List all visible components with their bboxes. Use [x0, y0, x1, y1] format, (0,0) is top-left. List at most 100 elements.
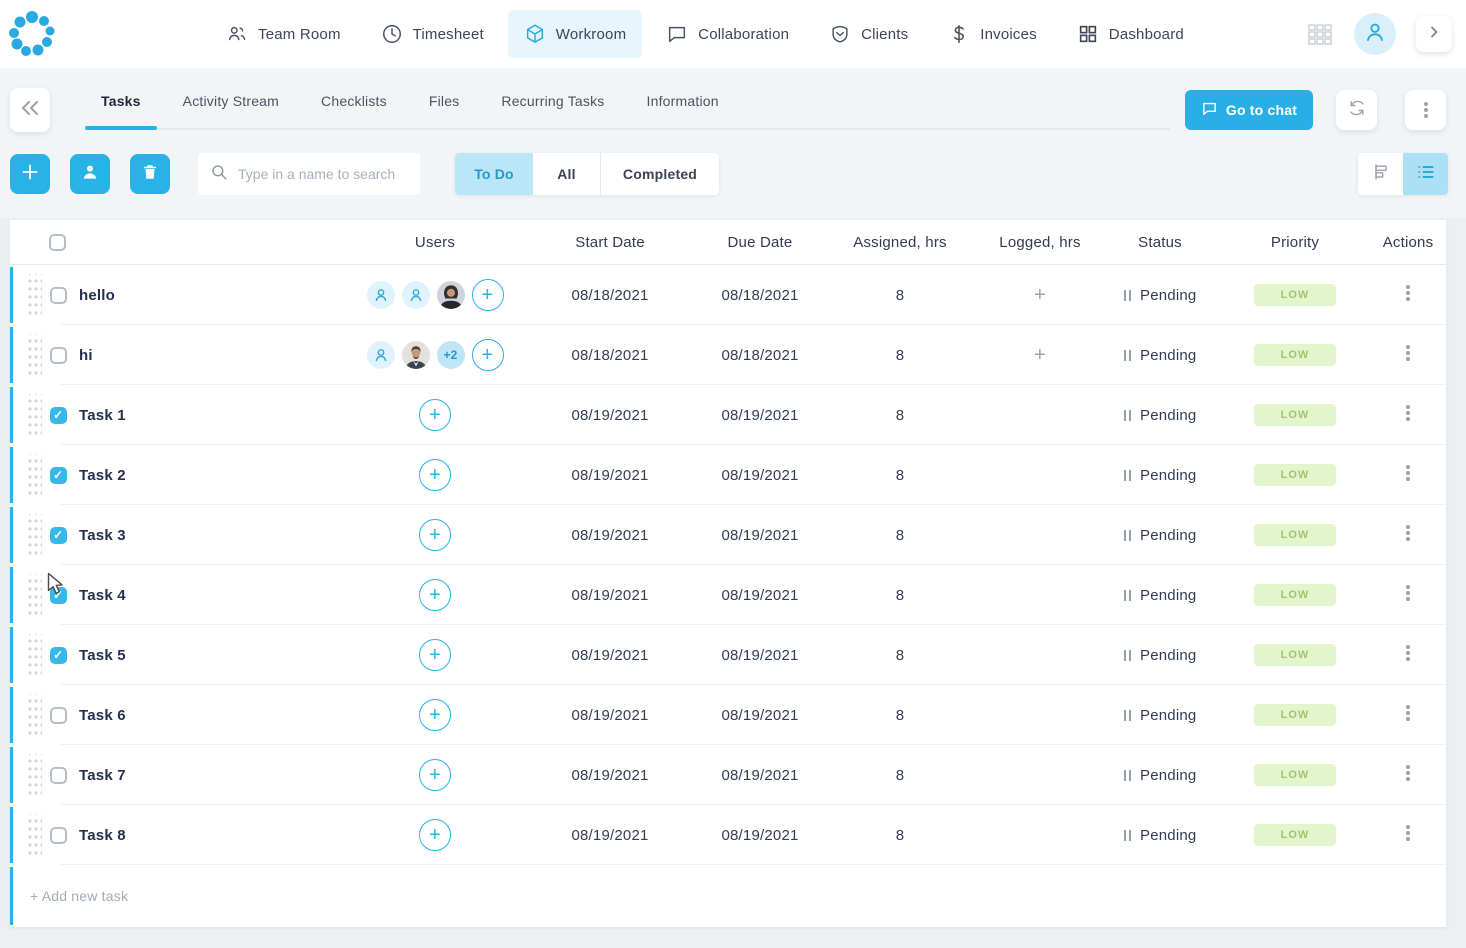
delete-button[interactable]: [130, 154, 170, 194]
account-avatar-button[interactable]: [1354, 13, 1396, 55]
status-cell[interactable]: Pending: [1100, 827, 1220, 844]
drag-handle-dots[interactable]: [26, 274, 42, 316]
add-user-icon[interactable]: +: [471, 339, 504, 371]
row-checkbox[interactable]: [50, 766, 67, 784]
add-user-icon[interactable]: +: [419, 399, 451, 431]
row-checkbox[interactable]: [50, 586, 67, 604]
task-name[interactable]: Task 6: [79, 706, 126, 724]
task-name[interactable]: Task 3: [79, 526, 126, 544]
nav-item-collaboration[interactable]: Collaboration: [650, 10, 805, 58]
nav-item-clients[interactable]: Clients: [813, 10, 924, 58]
avatar-placeholder-icon[interactable]: [366, 341, 395, 369]
more-options-button[interactable]: [1405, 90, 1446, 130]
tab-files[interactable]: Files: [413, 74, 476, 128]
priority-badge[interactable]: LOW: [1254, 344, 1336, 366]
status-cell[interactable]: Pending: [1100, 647, 1220, 664]
avatar-placeholder-icon[interactable]: [366, 281, 395, 309]
add-user-icon[interactable]: +: [419, 519, 451, 551]
kebab-icon[interactable]: [1406, 405, 1410, 409]
priority-badge[interactable]: LOW: [1254, 584, 1336, 606]
expand-nav-button[interactable]: [1416, 16, 1452, 52]
task-name[interactable]: Task 5: [79, 646, 126, 664]
row-checkbox[interactable]: [50, 466, 67, 484]
add-user-icon[interactable]: +: [471, 279, 504, 311]
avatar-photo[interactable]: [436, 281, 465, 309]
drag-handle-dots[interactable]: [26, 814, 42, 856]
drag-handle-dots[interactable]: [26, 574, 42, 616]
select-all-checkbox[interactable]: [49, 233, 66, 251]
kebab-icon[interactable]: [1406, 345, 1410, 349]
priority-badge[interactable]: LOW: [1254, 404, 1336, 426]
add-user-icon[interactable]: +: [419, 819, 451, 851]
tab-recurring-tasks[interactable]: Recurring Tasks: [485, 74, 620, 128]
tab-tasks[interactable]: Tasks: [85, 74, 157, 130]
task-name[interactable]: Task 7: [79, 766, 126, 784]
row-checkbox[interactable]: [50, 406, 67, 424]
task-name[interactable]: Task 1: [79, 406, 126, 424]
log-time-plus-icon[interactable]: +: [1034, 283, 1046, 306]
filter-completed[interactable]: Completed: [601, 153, 719, 195]
task-name[interactable]: Task 4: [79, 586, 126, 604]
nav-item-team-room[interactable]: Team Room: [210, 10, 357, 58]
collapse-panel-button[interactable]: [10, 88, 50, 132]
priority-badge[interactable]: LOW: [1254, 704, 1336, 726]
add-user-icon[interactable]: +: [419, 759, 451, 791]
kebab-icon[interactable]: [1406, 765, 1410, 769]
kebab-icon[interactable]: [1406, 285, 1410, 289]
app-logo-icon[interactable]: [6, 8, 58, 60]
avatar-overflow-count[interactable]: +2: [436, 341, 465, 369]
refresh-button[interactable]: [1336, 90, 1377, 130]
task-name[interactable]: hi: [79, 346, 93, 364]
add-user-icon[interactable]: +: [419, 699, 451, 731]
filter-all[interactable]: All: [533, 153, 601, 195]
go-to-chat-button[interactable]: Go to chat: [1185, 90, 1313, 130]
tab-information[interactable]: Information: [631, 74, 735, 128]
status-cell[interactable]: Pending: [1100, 587, 1220, 604]
drag-handle-dots[interactable]: [26, 394, 42, 436]
priority-badge[interactable]: LOW: [1254, 524, 1336, 546]
status-cell[interactable]: Pending: [1100, 767, 1220, 784]
status-cell[interactable]: Pending: [1100, 527, 1220, 544]
status-cell[interactable]: Pending: [1100, 407, 1220, 424]
status-cell[interactable]: Pending: [1100, 707, 1220, 724]
nav-item-invoices[interactable]: Invoices: [932, 10, 1053, 58]
search-input[interactable]: [238, 166, 419, 182]
priority-badge[interactable]: LOW: [1254, 824, 1336, 846]
nav-item-timesheet[interactable]: Timesheet: [365, 10, 500, 58]
drag-handle-dots[interactable]: [26, 334, 42, 376]
kebab-icon[interactable]: [1406, 825, 1410, 829]
kebab-icon[interactable]: [1406, 525, 1410, 529]
kebab-icon[interactable]: [1406, 705, 1410, 709]
add-user-icon[interactable]: +: [419, 579, 451, 611]
gantt-view-button[interactable]: [1358, 153, 1403, 195]
row-checkbox[interactable]: [50, 526, 67, 544]
row-checkbox[interactable]: [50, 346, 67, 364]
task-name[interactable]: hello: [79, 286, 116, 304]
apps-grid-icon[interactable]: [1306, 20, 1334, 48]
avatar-placeholder-icon[interactable]: [401, 281, 430, 309]
priority-badge[interactable]: LOW: [1254, 464, 1336, 486]
drag-handle-dots[interactable]: [26, 514, 42, 556]
kebab-icon[interactable]: [1406, 585, 1410, 589]
filter-todo[interactable]: To Do: [455, 153, 533, 195]
row-checkbox[interactable]: [50, 706, 67, 724]
tab-activity-stream[interactable]: Activity Stream: [167, 74, 295, 128]
task-name[interactable]: Task 8: [79, 826, 126, 844]
priority-badge[interactable]: LOW: [1254, 764, 1336, 786]
assign-user-button[interactable]: [70, 154, 110, 194]
row-checkbox[interactable]: [50, 646, 67, 664]
drag-handle-dots[interactable]: [26, 754, 42, 796]
drag-handle-dots[interactable]: [26, 454, 42, 496]
list-view-button[interactable]: [1403, 153, 1448, 195]
tab-checklists[interactable]: Checklists: [305, 74, 403, 128]
kebab-icon[interactable]: [1406, 465, 1410, 469]
row-checkbox[interactable]: [50, 286, 67, 304]
log-time-plus-icon[interactable]: +: [1034, 343, 1046, 366]
task-name[interactable]: Task 2: [79, 466, 126, 484]
row-checkbox[interactable]: [50, 826, 67, 844]
status-cell[interactable]: Pending: [1100, 347, 1220, 364]
priority-badge[interactable]: LOW: [1254, 644, 1336, 666]
add-new-task-row[interactable]: + Add new task: [10, 865, 1446, 927]
nav-item-workroom[interactable]: Workroom: [507, 10, 643, 58]
add-task-button[interactable]: [10, 154, 50, 194]
